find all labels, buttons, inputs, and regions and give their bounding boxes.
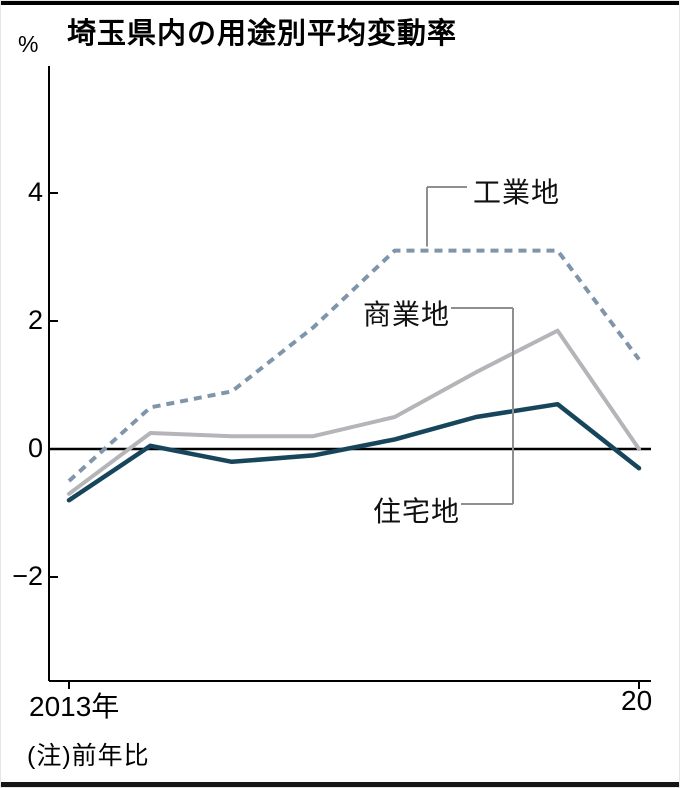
bottom-rule <box>1 782 679 787</box>
top-rule <box>1 1 679 5</box>
series-line-residential <box>66 401 642 503</box>
x-tick-label-2013: 2013年 <box>29 691 120 722</box>
y-axis-unit-label: % <box>18 31 39 57</box>
y-tick-label-neg2: −2 <box>12 561 43 591</box>
y-tick-label-0: 0 <box>27 433 43 463</box>
series-label-residential: 住宅地 <box>373 496 461 527</box>
series-line-industrial <box>67 248 641 483</box>
series-line-commercial <box>67 328 641 496</box>
series-label-commercial: 商業地 <box>363 299 451 330</box>
footnote: (注)前年比 <box>27 742 150 770</box>
y-tick-label-2: 2 <box>27 305 43 335</box>
y-tick-label-4: 4 <box>27 177 43 207</box>
x-tick-label-2020: 20 <box>621 685 653 716</box>
series-label-industrial: 工業地 <box>473 177 561 208</box>
chart-title: 埼玉県内の用途別平均変動率 <box>67 18 458 50</box>
